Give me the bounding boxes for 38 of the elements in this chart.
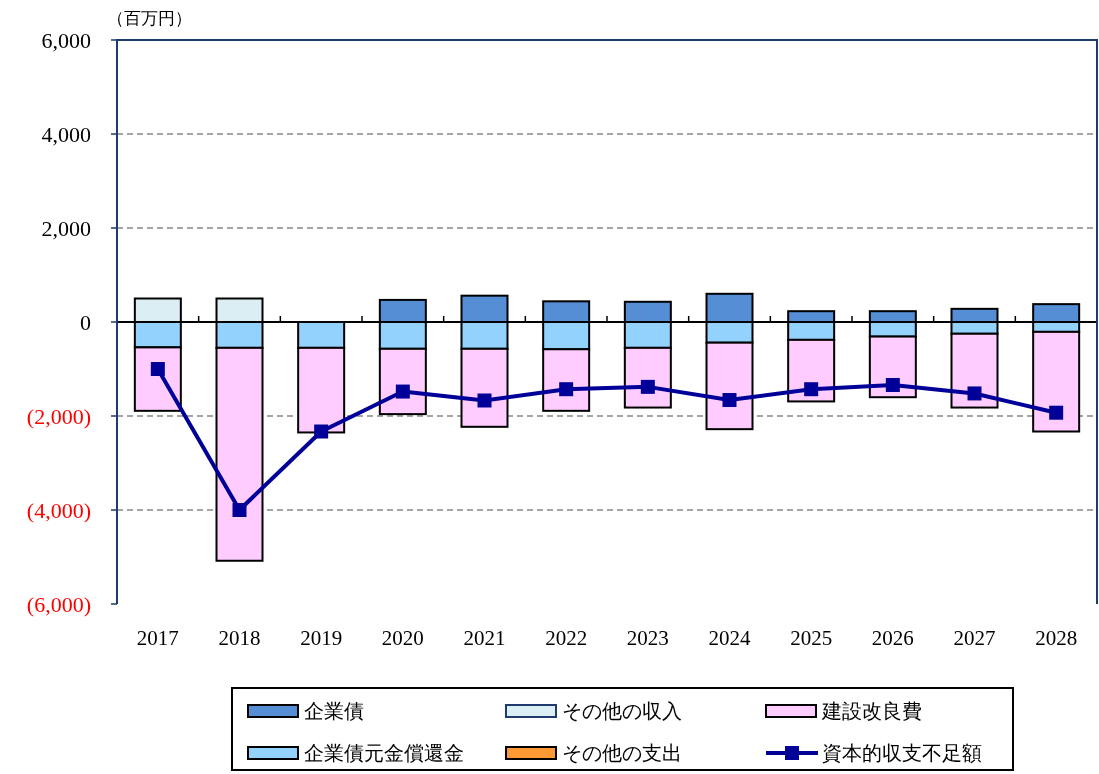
x-tick-label: 2028 xyxy=(1035,626,1078,650)
point xyxy=(640,379,655,394)
point xyxy=(967,386,982,401)
point xyxy=(395,384,410,399)
x-tick-label: 2019 xyxy=(300,626,343,650)
x-tick-label: 2021 xyxy=(463,626,506,650)
y-tick-label: 6,000 xyxy=(41,28,91,53)
x-tick-label: 2018 xyxy=(218,626,261,650)
legend-label: 資本的収支不足額 xyxy=(822,742,982,764)
y-tick-label: 2,000 xyxy=(41,216,91,241)
x-tick-label: 2017 xyxy=(136,626,179,650)
x-tick-label: 2023 xyxy=(626,626,669,650)
y-tick-label: (6,000) xyxy=(26,592,91,617)
x-tick-label: 2020 xyxy=(381,626,424,650)
x-tick-label: 2025 xyxy=(790,626,833,650)
y-tick-label: (2,000) xyxy=(26,404,91,429)
x-tick-label: 2022 xyxy=(545,626,588,650)
point xyxy=(804,382,819,397)
point xyxy=(150,362,165,376)
point xyxy=(477,393,492,408)
point xyxy=(722,393,737,408)
y-tick-label: (4,000) xyxy=(26,498,91,523)
legend-label: その他の支出 xyxy=(562,742,682,764)
point xyxy=(232,503,247,517)
x-tick-label: 2027 xyxy=(953,626,996,650)
point xyxy=(559,382,574,397)
x-tick-label: 2024 xyxy=(708,626,751,650)
y-tick-label: 4,000 xyxy=(41,122,91,147)
legend-label: 企業債元金償還金 xyxy=(304,742,464,764)
legend-label: 建設改良費 xyxy=(821,700,922,722)
legend-label: 企業債 xyxy=(304,700,364,722)
y-axis-title: （百万円） xyxy=(107,9,192,28)
y-tick-label: 0 xyxy=(80,310,91,335)
legend-label: その他の収入 xyxy=(562,700,682,722)
point xyxy=(314,424,329,439)
point xyxy=(1049,405,1064,420)
x-tick-label: 2026 xyxy=(871,626,914,650)
point xyxy=(885,377,900,392)
